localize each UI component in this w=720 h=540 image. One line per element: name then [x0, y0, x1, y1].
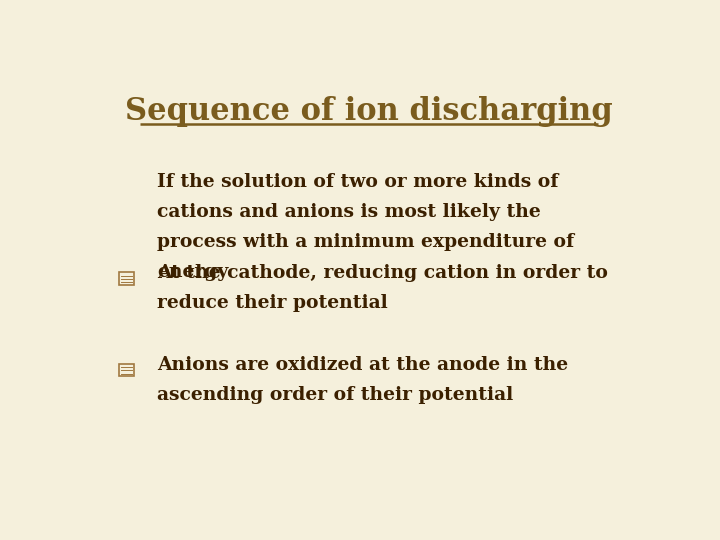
Bar — [119, 272, 134, 285]
Text: process with a minimum expenditure of: process with a minimum expenditure of — [157, 233, 574, 251]
Text: Anions are oxidized at the anode in the: Anions are oxidized at the anode in the — [157, 356, 568, 374]
Text: Sequence of ion discharging: Sequence of ion discharging — [125, 96, 613, 127]
Text: cations and anions is most likely the: cations and anions is most likely the — [157, 203, 541, 221]
Text: energy: energy — [157, 263, 228, 281]
Text: ascending order of their potential: ascending order of their potential — [157, 386, 513, 404]
Text: If the solution of two or more kinds of: If the solution of two or more kinds of — [157, 173, 558, 191]
Text: reduce their potential: reduce their potential — [157, 294, 387, 312]
Bar — [119, 363, 134, 376]
Text: At the cathode, reducing cation in order to: At the cathode, reducing cation in order… — [157, 265, 608, 282]
